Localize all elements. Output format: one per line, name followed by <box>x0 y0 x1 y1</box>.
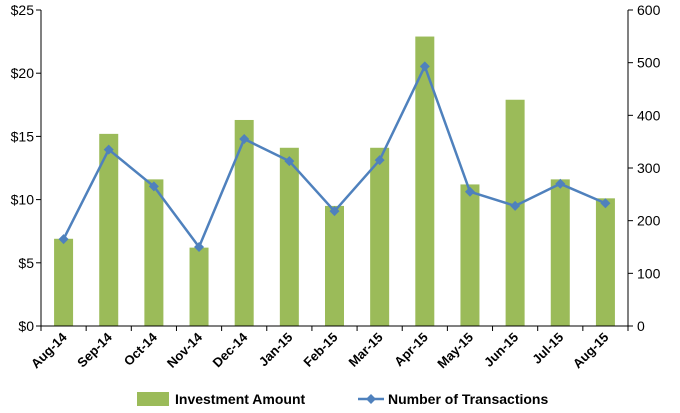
point-sep-14 <box>103 144 114 155</box>
point-oct-14 <box>148 181 159 192</box>
legend: Investment Amount Number of Transactions <box>137 391 548 407</box>
x-tick-label: Dec-14 <box>210 329 251 370</box>
axes-layer <box>36 9 633 331</box>
point-jul-15 <box>555 178 566 189</box>
x-tick-label: Apr-15 <box>391 330 431 370</box>
point-nov-14 <box>194 242 205 252</box>
point-aug-15 <box>600 198 611 209</box>
x-tick-label: Aug-14 <box>28 329 70 371</box>
y-right-tick-label: 300 <box>637 160 661 176</box>
point-feb-15 <box>329 206 340 217</box>
bar-dec-14 <box>234 119 254 326</box>
y-right-tick-label: 400 <box>637 107 661 123</box>
y-left-tick-label: $10 <box>11 192 35 208</box>
point-jan-15 <box>284 156 295 167</box>
x-tick-label: Feb-15 <box>300 330 340 370</box>
line-layer <box>58 61 611 252</box>
bar-aug-14 <box>54 238 74 326</box>
point-may-15 <box>464 186 475 197</box>
point-aug-14 <box>58 234 69 245</box>
x-tick-label: Oct-14 <box>121 329 161 369</box>
x-tick-label: Jan-15 <box>256 330 296 370</box>
bar-mar-15 <box>370 147 390 326</box>
bar-jan-15 <box>279 147 299 326</box>
point-mar-15 <box>374 155 385 166</box>
legend-marker-number-of-transactions <box>366 394 376 404</box>
point-dec-14 <box>239 134 250 145</box>
bar-jul-15 <box>550 179 570 326</box>
y-left-tick-label: $5 <box>18 255 34 271</box>
bar-jun-15 <box>505 99 525 326</box>
bars-layer <box>54 36 615 326</box>
x-tick-label: Aug-15 <box>570 330 612 372</box>
x-tick-label: May-15 <box>434 330 476 372</box>
y-right-tick-label: 200 <box>637 213 661 229</box>
x-tick-label: Jul-15 <box>529 330 566 367</box>
y-right-tick-label: 100 <box>637 265 661 281</box>
bar-oct-14 <box>144 179 164 326</box>
y-left-tick-label: $0 <box>18 318 34 334</box>
bar-apr-15 <box>415 36 435 326</box>
y-left-tick-label: $20 <box>11 65 35 81</box>
legend-label-investment-amount: Investment Amount <box>175 391 305 407</box>
bar-sep-14 <box>99 133 119 326</box>
y-left-tick-label: $25 <box>11 2 35 18</box>
bar-feb-15 <box>325 205 344 326</box>
bar-may-15 <box>460 184 480 326</box>
point-apr-15 <box>419 61 430 72</box>
bar-aug-15 <box>595 198 615 326</box>
legend-swatch-investment-amount <box>137 392 169 406</box>
bar-nov-14 <box>189 247 209 326</box>
y-right-tick-label: 500 <box>637 55 661 71</box>
legend-label-number-of-transactions: Number of Transactions <box>388 391 548 407</box>
x-tick-label: Nov-14 <box>164 329 206 371</box>
x-tick-label: Sep-14 <box>74 329 115 370</box>
y-right-tick-label: 600 <box>637 2 661 18</box>
y-right-tick-label: 0 <box>637 318 645 334</box>
x-tick-label: Jun-15 <box>481 330 521 370</box>
x-tick-label: Mar-15 <box>346 330 386 370</box>
y-left-tick-label: $15 <box>11 128 35 144</box>
point-jun-15 <box>510 200 521 211</box>
